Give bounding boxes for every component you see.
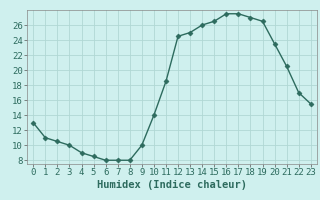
X-axis label: Humidex (Indice chaleur): Humidex (Indice chaleur) [97, 180, 247, 190]
